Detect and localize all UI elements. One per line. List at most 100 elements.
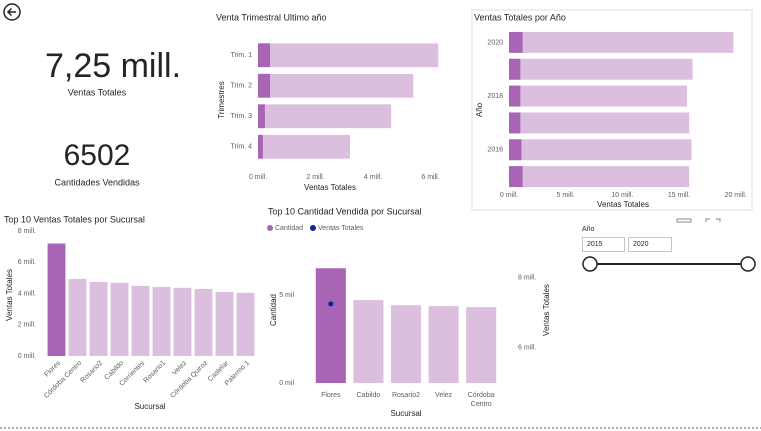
y-tick-label: 2 mill. — [18, 322, 36, 329]
bar — [215, 291, 234, 356]
x-tick-label: 10 mill. — [611, 192, 633, 199]
card-value: 7,25 mill. — [45, 47, 181, 85]
legend-marker — [310, 225, 316, 231]
card-label: Cantidades Vendidas — [54, 177, 140, 187]
back-button[interactable] — [3, 3, 21, 21]
bar — [509, 31, 734, 53]
x-tick-label: 6 mill. — [421, 174, 439, 181]
x-tick-label: Córdoba Quiroz — [169, 359, 209, 399]
slicer-title: Año — [582, 226, 595, 233]
x-tick-label: 0 mill. — [500, 192, 518, 199]
bar — [258, 43, 271, 68]
bar — [509, 166, 523, 188]
x-tick-label: Velez — [171, 359, 188, 376]
bar — [258, 104, 392, 129]
bar — [509, 139, 692, 161]
slicer-icon[interactable] — [676, 218, 692, 223]
y-tick-label: Trim. 3 — [230, 113, 252, 120]
bar — [509, 85, 687, 107]
card-label: Ventas Totales — [68, 87, 127, 97]
x-tick-label: Cabildo — [356, 392, 381, 399]
bar — [509, 166, 690, 188]
chart-title: Top 10 Ventas Totales por Sucursal — [4, 214, 145, 224]
x-axis-title: Ventas Totales — [597, 200, 649, 209]
chart-border — [471, 9, 753, 211]
y-axis-title: Cantidad — [269, 294, 278, 326]
x-axis-title: Sucursal — [134, 402, 165, 411]
bar — [315, 268, 346, 383]
dot — [328, 301, 334, 307]
y-tick-label: Trim. 4 — [230, 144, 252, 151]
card-value: 6502 — [64, 139, 131, 172]
y-tick-label: 0 mil — [279, 380, 294, 387]
bar — [509, 112, 690, 134]
bar — [466, 307, 497, 383]
x-tick-label: Rosario2 — [79, 360, 104, 385]
y-axis-title: Ventas Totales — [5, 269, 14, 321]
back-arrow — [6, 7, 16, 17]
x-tick-label: Rosario2 — [391, 392, 420, 399]
bar — [428, 306, 459, 383]
x-tick-label: Córdoba Centro — [43, 360, 83, 400]
bar — [509, 31, 523, 53]
bar — [509, 139, 522, 161]
slicer-icon[interactable] — [705, 218, 721, 222]
bar — [258, 134, 263, 159]
slider-handle[interactable] — [582, 256, 598, 272]
x-axis-title: Sucursal — [390, 409, 421, 418]
y-tick-label: 0 mill. — [18, 353, 36, 360]
x-axis-title: Ventas Totales — [304, 183, 356, 192]
x-tick-label: Flores — [44, 359, 63, 378]
x-tick-label: 20 mill. — [725, 192, 747, 199]
bar — [509, 85, 521, 107]
bar — [258, 73, 414, 98]
y2-tick-label: 8 mill. — [518, 274, 536, 281]
bar — [353, 300, 384, 383]
bar — [131, 285, 150, 356]
legend-label: Ventas Totales — [318, 225, 364, 232]
x-tick-label: 0 mill. — [249, 174, 267, 181]
x-tick-label: 15 mill. — [668, 192, 690, 199]
bar — [89, 281, 108, 356]
y-axis-title: Año — [475, 102, 484, 117]
y2-axis-title: Ventas Totales — [542, 284, 551, 336]
bar — [390, 305, 422, 383]
bar — [152, 286, 171, 356]
y-tick-label: 2020 — [487, 39, 503, 46]
y-tick-label: 6 mill. — [18, 259, 36, 266]
x-tick-label: 5 mill. — [557, 192, 575, 199]
y-tick-label: 2016 — [487, 147, 503, 154]
legend-marker — [267, 225, 273, 231]
bar — [509, 58, 521, 80]
chart-title: Ventas Totales por Año — [474, 12, 566, 22]
x-tick-label: Flores — [321, 392, 341, 399]
bar — [258, 134, 350, 159]
y-tick-label: 5 mil — [279, 292, 294, 299]
slicer-start[interactable]: 2015 — [582, 237, 625, 252]
bar — [47, 243, 66, 356]
y2-tick-label: 6 mill. — [518, 345, 536, 352]
x-tick-label: 2 mill. — [306, 174, 324, 181]
y-tick-label: Trim. 1 — [230, 52, 252, 59]
slicer-end[interactable]: 2020 — [628, 237, 672, 252]
y-tick-label: 8 mill. — [18, 228, 36, 235]
bar — [509, 58, 693, 80]
legend-label: Cantidad — [275, 225, 303, 232]
x-tick-label: 4 mill. — [364, 174, 382, 181]
bar — [194, 288, 213, 356]
x-tick-label: Rosario1 — [142, 360, 167, 385]
chart-title: Top 10 Cantidad Vendida por Sucursal — [268, 206, 422, 216]
chart-title: Venta Trimestral Ultimo año — [216, 12, 327, 22]
bar — [68, 278, 87, 356]
x-tick-label: Velez — [435, 392, 453, 399]
bar — [258, 104, 265, 129]
bar — [110, 282, 129, 356]
y-tick-label: Trim. 2 — [230, 83, 252, 90]
y-tick-label: 4 mill. — [18, 290, 36, 297]
y-axis-title: Trimestres — [217, 81, 226, 118]
bar — [509, 112, 521, 134]
slider-handle[interactable] — [740, 256, 756, 272]
bar — [173, 287, 192, 356]
